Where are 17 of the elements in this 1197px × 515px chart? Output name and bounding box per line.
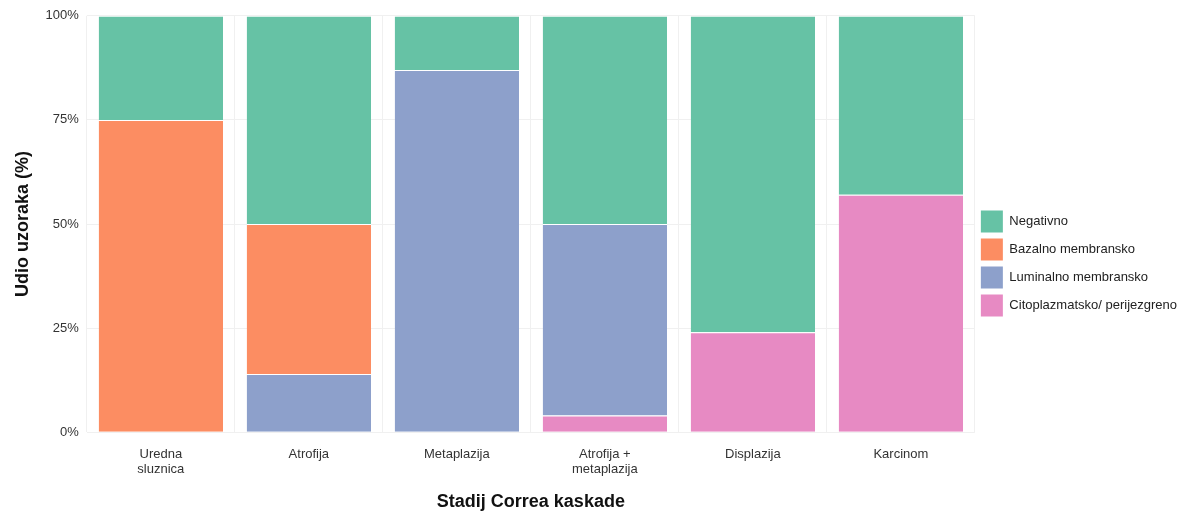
x-tick-label: Atrofija + metaplazija <box>571 445 639 477</box>
y-axis-title: Udio uzoraka (%) <box>11 150 32 298</box>
y-tick-label: 0% <box>60 423 80 439</box>
x-tick-label: Karcinom <box>873 445 929 461</box>
legend-label: Negativno <box>1009 213 1068 229</box>
y-tick-label: 100% <box>45 7 80 23</box>
y-tick-label: 25% <box>52 319 80 335</box>
legend-label: Luminalno membransko <box>1009 269 1149 285</box>
x-tick-label: Atrofija <box>288 445 330 461</box>
x-axis-title: Stadij Correa kaskade <box>436 491 625 512</box>
y-tick-label: 50% <box>52 215 80 231</box>
x-tick-label: Metaplazija <box>423 445 491 461</box>
x-tick-label: Uredna sluznica <box>137 445 186 477</box>
legend-label: Bazalno membransko <box>1009 241 1136 257</box>
legend-label: Citoplazmatsko/ perijezgreno <box>1009 297 1178 313</box>
x-tick-label: Displazija <box>725 445 782 461</box>
y-tick-label: 75% <box>52 111 80 127</box>
